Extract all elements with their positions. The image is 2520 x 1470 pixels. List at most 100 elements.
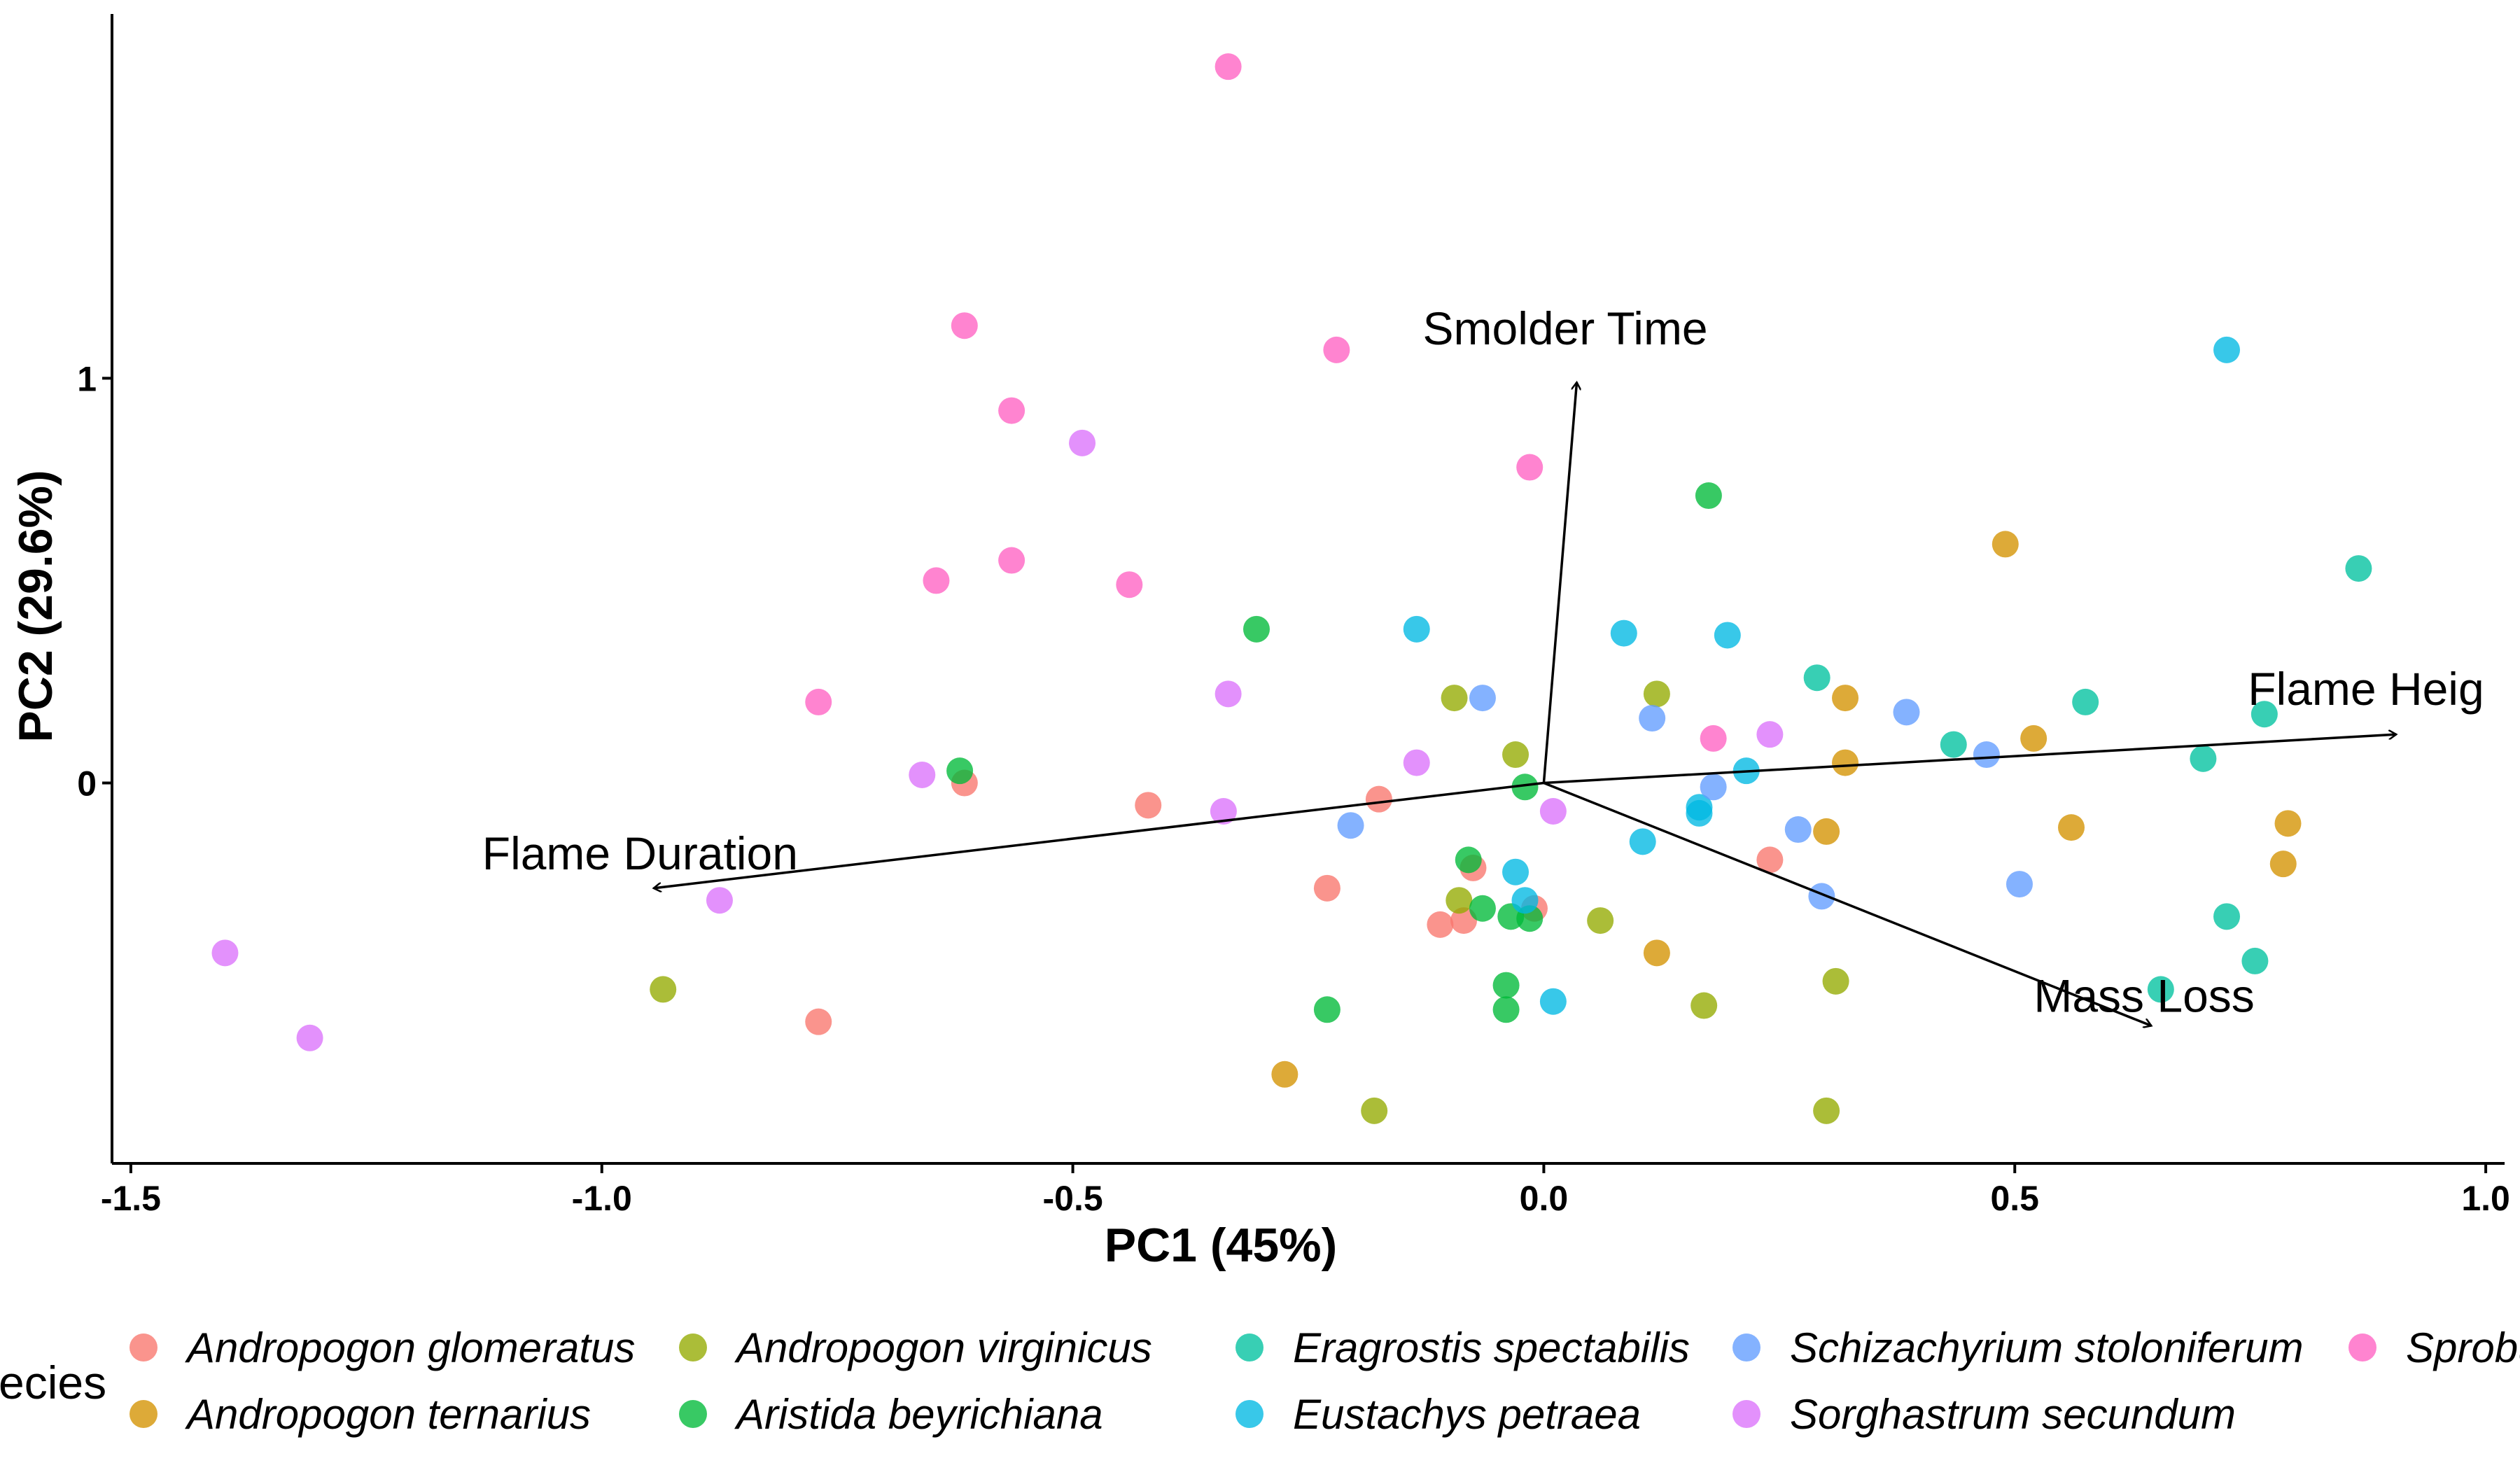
- data-point: [1455, 846, 1482, 874]
- data-point: [1639, 705, 1666, 732]
- data-point: [1502, 741, 1530, 769]
- loading-label: Smolder Time: [1423, 302, 1708, 354]
- loading-arrow: [1544, 734, 2396, 785]
- data-point: [1695, 482, 1722, 510]
- data-point: [1492, 996, 1520, 1023]
- data-point: [2190, 745, 2217, 772]
- legend-label: Aristida beyrichiana: [734, 1391, 1103, 1438]
- data-point: [1832, 685, 1859, 712]
- x-tick-label: -1.5: [101, 1179, 161, 1218]
- axes: -1.5 -1.0 -0.5 0.0 0.5 1.0 0 1: [77, 14, 2510, 1218]
- data-point: [1686, 799, 1713, 827]
- data-point: [1469, 895, 1496, 922]
- legend-key: [1236, 1334, 1264, 1362]
- legend-label: Eustachys petraea: [1293, 1391, 1641, 1438]
- loading-arrows: Smolder Time Flame Heig Flame Duration Mass…: [482, 302, 2484, 1026]
- legend-title: ecies: [0, 1357, 106, 1408]
- data-point: [1365, 785, 1392, 813]
- legend-label: Andropogon virginicus: [734, 1324, 1152, 1371]
- data-point: [1643, 680, 1670, 708]
- data-point: [1450, 907, 1478, 934]
- legend-label: Sorghastrum secundum: [1790, 1391, 2236, 1438]
- data-point: [2213, 903, 2241, 930]
- data-point: [951, 312, 978, 340]
- loading-arrow: [654, 781, 1544, 888]
- data-point: [2274, 810, 2302, 837]
- data-point: [998, 397, 1026, 424]
- data-point: [805, 688, 832, 715]
- data-points: [211, 53, 2372, 1124]
- data-point: [805, 1008, 832, 1035]
- data-point: [1323, 336, 1350, 363]
- data-point: [1511, 774, 1539, 801]
- data-point: [2241, 947, 2269, 974]
- loading-arrow: [1543, 781, 2151, 1026]
- data-point: [1940, 731, 1967, 758]
- data-point: [1690, 992, 1718, 1019]
- data-point: [296, 1024, 323, 1051]
- data-point: [1210, 797, 1237, 825]
- data-point: [1511, 887, 1539, 914]
- data-point: [1069, 429, 1096, 456]
- data-point: [1756, 846, 1784, 874]
- data-point: [2213, 336, 2241, 363]
- data-point: [1832, 749, 1859, 776]
- data-point: [1784, 816, 1812, 844]
- data-point: [1214, 680, 1242, 708]
- data-point: [1700, 774, 1727, 801]
- data-point: [1822, 967, 1849, 995]
- data-point: [2020, 724, 2047, 752]
- legend-key: [1732, 1334, 1760, 1362]
- data-point: [1403, 615, 1430, 643]
- loading-label: Flame Duration: [482, 827, 798, 879]
- data-point: [923, 567, 950, 594]
- data-point: [998, 547, 1026, 574]
- data-point: [1539, 797, 1567, 825]
- data-point: [1803, 664, 1830, 692]
- data-point: [2057, 814, 2085, 841]
- legend-label: Sprobul: [2406, 1324, 2520, 1371]
- data-point: [1361, 1097, 1388, 1124]
- data-point: [1135, 792, 1162, 819]
- data-point: [1441, 685, 1468, 712]
- x-tick-label: 0.0: [1520, 1179, 1569, 1218]
- legend-label: Eragrostis spectabilis: [1293, 1324, 1690, 1371]
- data-point: [1893, 699, 1920, 726]
- data-point: [946, 757, 974, 785]
- data-point: [1539, 988, 1567, 1015]
- y-tick-label: 0: [77, 764, 97, 804]
- data-point: [1469, 685, 1496, 712]
- data-point: [1403, 749, 1430, 776]
- data-point: [2345, 555, 2372, 582]
- legend-label: Andropogon ternarius: [185, 1391, 591, 1438]
- data-point: [2250, 701, 2278, 728]
- legend-key: [2348, 1334, 2376, 1362]
- data-point: [1700, 724, 1727, 752]
- data-point: [1610, 620, 1637, 647]
- legend-key: [679, 1334, 707, 1362]
- x-tick-label: 0.5: [1990, 1179, 2039, 1218]
- y-axis-title: PC2 (29.6%): [9, 470, 62, 742]
- data-point: [1214, 53, 1242, 80]
- data-point: [1516, 454, 1544, 481]
- legend-key: [130, 1400, 158, 1428]
- legend-key: [679, 1400, 707, 1428]
- data-point: [1492, 972, 1520, 999]
- legend-key: [1236, 1400, 1264, 1428]
- data-point: [1446, 887, 1473, 914]
- data-point: [1271, 1060, 1298, 1088]
- legend-key: [130, 1334, 158, 1362]
- data-point: [211, 939, 239, 967]
- data-point: [1973, 741, 2000, 769]
- x-tick-label: -0.5: [1042, 1179, 1102, 1218]
- data-point: [1313, 874, 1340, 902]
- loading-arrow: [1542, 382, 1576, 783]
- data-point: [650, 976, 677, 1003]
- data-point: [909, 761, 936, 788]
- data-point: [1313, 996, 1340, 1023]
- data-point: [1427, 911, 1454, 938]
- data-point: [1629, 828, 1656, 855]
- data-point: [2269, 850, 2297, 878]
- data-point: [1116, 571, 1143, 598]
